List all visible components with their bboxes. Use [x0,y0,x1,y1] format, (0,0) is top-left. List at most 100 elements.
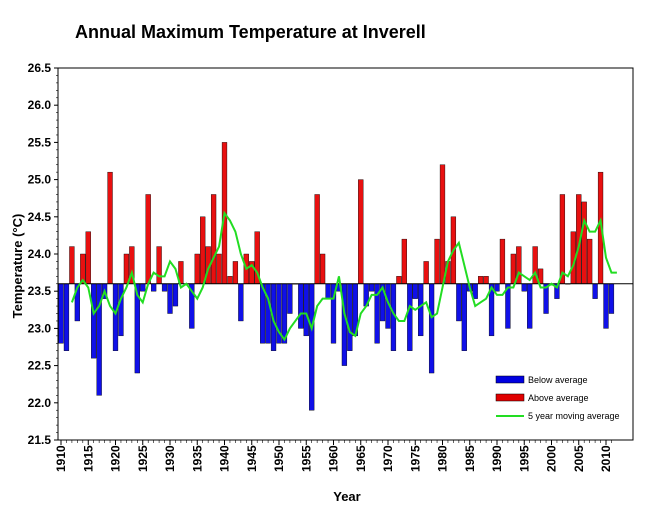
bar-1925 [140,283,146,292]
bar-1915 [85,231,91,284]
y-tick-label: 21.5 [28,433,52,447]
bar-1948 [265,283,271,344]
bar-1928 [156,246,162,284]
bar-1935 [194,253,200,284]
x-tick-label: 1985 [463,445,477,472]
legend-label: Below average [528,375,588,385]
legend-label: 5 year moving average [528,411,620,421]
y-tick-label: 25.0 [28,173,52,187]
x-tick-label: 1945 [245,445,259,472]
bar-1972 [396,276,402,284]
bar-1911 [63,283,70,351]
bar-1974 [407,283,413,351]
bar-1965 [358,179,364,284]
bar-1996 [527,283,533,329]
y-tick-label: 25.5 [28,135,52,149]
bar-1920 [112,283,119,351]
x-tick-label: 1925 [136,445,150,472]
bar-2010 [603,283,609,329]
bar-2002 [559,194,566,284]
y-tick-label: 22.0 [28,396,52,410]
bar-1983 [456,283,462,322]
bar-1959 [325,283,331,299]
bar-1941 [227,276,233,284]
bar-2008 [592,283,598,299]
bar-1967 [369,283,375,292]
bar-1978 [428,283,435,374]
chart-title: Annual Maximum Temperature at Inverell [75,22,426,42]
x-axis-ticks: 1910 1915 1920 1925 1930 1935 1940 1945 1950 1955… [54,440,613,472]
x-tick-label: 1960 [327,445,341,472]
bar-1956 [309,283,315,411]
y-tick-label: 22.5 [28,359,52,373]
x-tick-label: 1970 [381,445,395,472]
bar-1979 [434,238,440,284]
y-tick-label: 24.5 [28,210,52,224]
bar-1927 [151,283,157,292]
legend: Below average Above average 5 year moving … [495,375,620,421]
x-axis-title: Year [333,489,360,504]
x-tick-label: 1940 [218,445,232,472]
x-tick-label: 1965 [354,445,368,472]
bar-1938 [210,194,217,284]
x-tick-label: 1990 [490,445,504,472]
bar-1954 [298,283,304,329]
bar-1955 [303,283,309,337]
y-axis-title: Temperature (°C) [10,214,25,319]
x-tick-label: 1920 [109,445,123,472]
bar-1963 [347,283,353,351]
legend-swatch [495,375,525,384]
moving-average-line [70,210,617,342]
bar-1919 [107,171,113,284]
bar-1942 [232,261,239,284]
bar-1916 [91,283,97,359]
bar-1975 [412,283,418,299]
bar-1990 [494,283,500,292]
bar-1931 [172,283,179,307]
bar-1921 [118,283,124,337]
bar-1993 [510,253,516,284]
bar-2006 [581,201,587,284]
bar-1995 [521,283,527,292]
bar-1930 [167,283,173,314]
x-tick-label: 2010 [599,445,613,472]
x-tick-label: 1915 [81,445,95,472]
bar-1912 [69,246,75,284]
bar-1943 [238,283,244,322]
y-tick-label: 24.0 [28,247,52,261]
x-tick-label: 1955 [299,445,313,472]
bar-1952 [287,283,293,314]
bar-1980 [439,164,446,284]
bar-1936 [200,216,206,284]
bar-1926 [145,194,151,284]
x-tick-label: 1995 [517,445,531,472]
y-tick-label: 23.0 [28,321,52,335]
legend-swatch [495,393,525,402]
bar-1984 [461,283,467,351]
bar-1991 [499,238,506,284]
x-tick-label: 1930 [163,445,177,472]
y-tick-label: 26.0 [28,98,52,112]
bar-1987 [478,276,484,284]
x-tick-label: 2000 [545,445,559,472]
bar-1973 [401,238,407,284]
bar-2011 [608,283,615,314]
y-tick-label: 23.5 [28,284,52,298]
legend-label: Above average [528,393,589,403]
y-tick-label: 26.5 [28,61,52,75]
x-tick-label: 1950 [272,445,286,472]
bar-1957 [314,194,320,284]
bar-1910 [58,283,64,344]
bar-1958 [319,253,326,284]
bar-1977 [423,261,429,284]
x-tick-label: 1935 [190,445,204,472]
bar-1986 [472,283,478,299]
x-tick-label: 1975 [408,445,422,472]
x-tick-label: 2005 [572,445,586,472]
bar-1939 [216,253,222,284]
bar-1922 [123,253,130,284]
x-tick-label: 1980 [436,445,450,472]
plot-area [57,67,634,441]
bar-1988 [483,276,489,284]
